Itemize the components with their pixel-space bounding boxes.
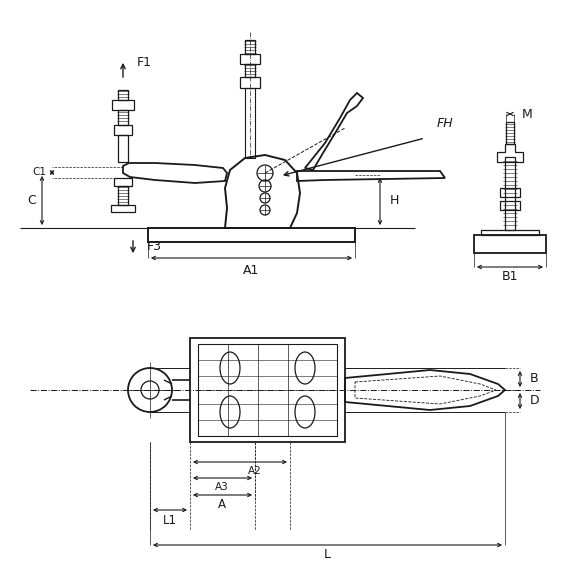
Text: M: M — [522, 108, 533, 120]
Text: B1: B1 — [502, 270, 518, 284]
Text: F1: F1 — [137, 56, 152, 68]
Text: D: D — [530, 394, 540, 408]
Text: A1: A1 — [243, 263, 259, 277]
Text: FH: FH — [437, 117, 453, 130]
Text: C1: C1 — [32, 167, 46, 177]
Text: C: C — [27, 193, 36, 207]
Text: A: A — [218, 499, 226, 511]
Text: L: L — [324, 548, 331, 562]
Text: B: B — [530, 372, 538, 386]
Text: A3: A3 — [215, 482, 229, 492]
Text: H: H — [390, 195, 399, 207]
Text: L1: L1 — [163, 514, 177, 526]
Text: A2: A2 — [248, 466, 262, 476]
Text: F3: F3 — [147, 240, 162, 254]
